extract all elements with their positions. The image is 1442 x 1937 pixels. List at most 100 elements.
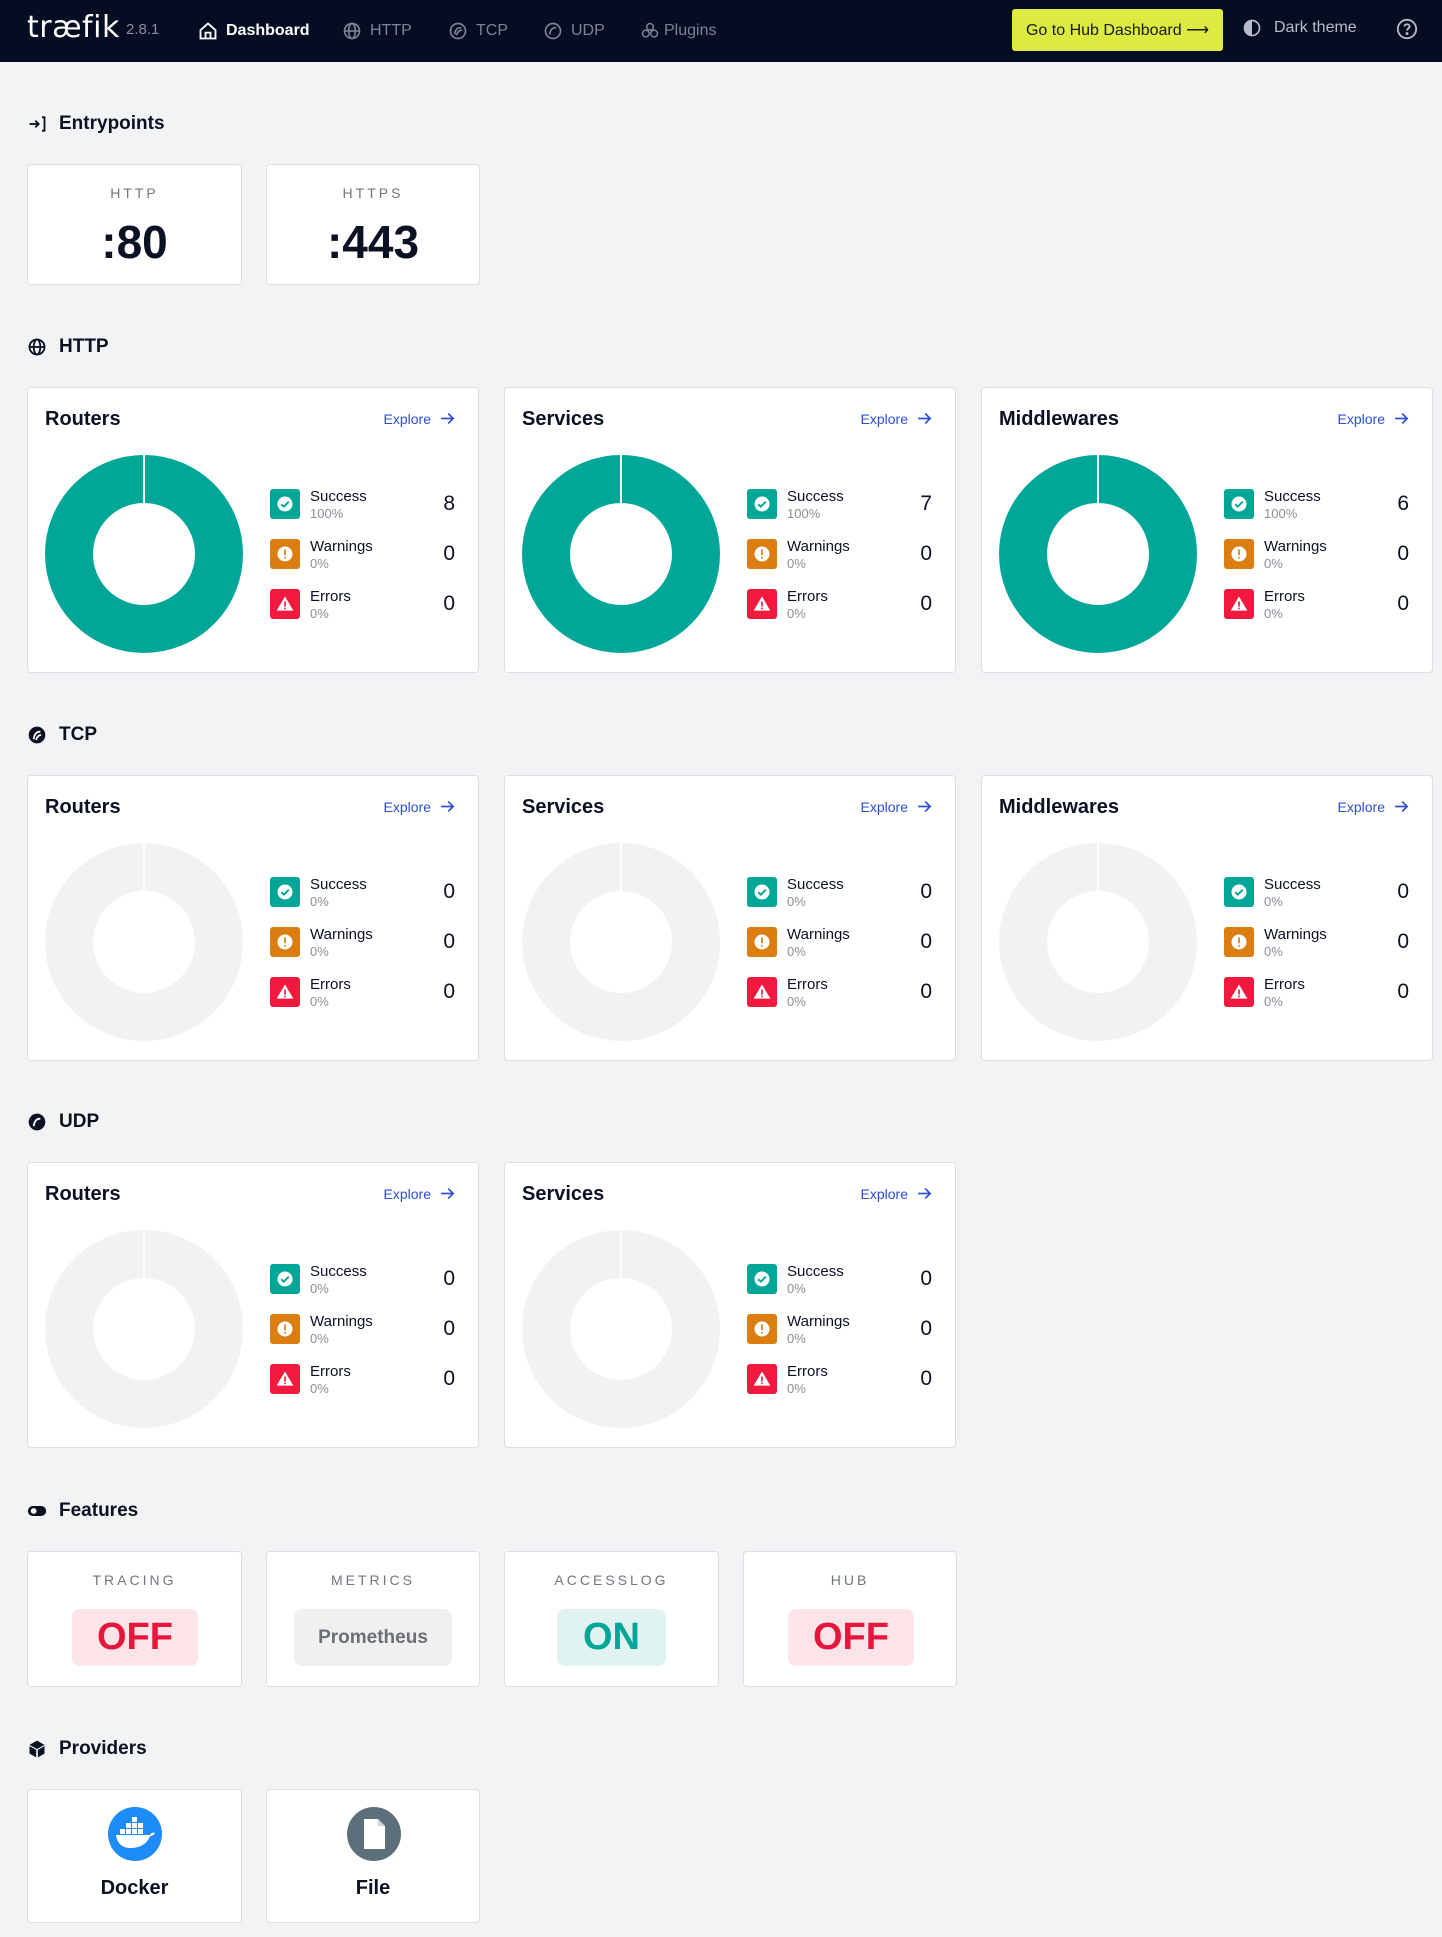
legend-percent: 0% (310, 556, 329, 571)
legend-count: 0 (443, 542, 455, 565)
legend-percent: 0% (1264, 606, 1283, 621)
legend-errors-badge (747, 1364, 777, 1394)
arrow-right-icon (441, 412, 455, 425)
explore-link[interactable]: Explore (1338, 410, 1410, 427)
legend-errors-badge (747, 977, 777, 1007)
provider-card-docker[interactable]: Docker (27, 1789, 242, 1923)
explore-link[interactable]: Explore (384, 410, 456, 427)
legend-percent: 0% (787, 994, 806, 1009)
entrypoint-card-https: HTTPS :443 (266, 164, 480, 285)
nav-udp[interactable]: UDP (543, 18, 605, 44)
warning-triangle-icon (753, 596, 771, 611)
nav-plugins[interactable]: Plugins (640, 18, 716, 44)
legend-count: 0 (920, 1317, 932, 1340)
entrypoint-name: HTTPS (342, 185, 404, 201)
legend-percent: 0% (1264, 556, 1283, 571)
status-donut-chart (45, 1230, 243, 1428)
section-udp: UDP (27, 1111, 99, 1133)
explore-link[interactable]: Explore (384, 798, 456, 815)
nav-tcp[interactable]: TCP (448, 18, 508, 44)
legend-percent: 0% (787, 944, 806, 959)
legend-percent: 100% (1264, 506, 1298, 521)
traefik-logo[interactable]: træfik (27, 10, 120, 45)
http-services-card: Services Explore Success 100% 7 Warnings 0% 0 Er… (504, 387, 956, 673)
feature-card-tracing: TRACING OFF (27, 1551, 242, 1687)
entrypoint-card-http: HTTP :80 (27, 164, 242, 285)
go-to-hub-button[interactable]: Go to Hub Dashboard ⟶ (1012, 9, 1223, 51)
tcp-routers-card: Routers Explore Success 0% 0 Warnings 0% 0 Error… (27, 775, 479, 1061)
explore-link[interactable]: Explore (384, 1185, 456, 1202)
legend-percent: 0% (1264, 894, 1283, 909)
feature-name: TRACING (92, 1572, 177, 1588)
card-title: Middlewares (999, 408, 1120, 430)
legend-warnings-badge (270, 1314, 300, 1344)
explore-link[interactable]: Explore (861, 798, 933, 815)
legend-row-errors: Errors 0% 0 (747, 586, 932, 622)
legend-count: 0 (443, 1317, 455, 1340)
exclamation-circle-icon (754, 546, 770, 562)
explore-link[interactable]: Explore (1338, 798, 1410, 815)
docker-icon (108, 1807, 162, 1861)
http-middlewares-card: Middlewares Explore Success 100% 6 Warnings 0%… (981, 387, 1433, 673)
legend-row-warnings: Warnings 0% 0 (747, 924, 932, 960)
provider-name: Docker (100, 1877, 169, 1899)
legend-percent: 0% (310, 606, 329, 621)
explore-link[interactable]: Explore (861, 410, 933, 427)
tcp-services-card: Services Explore Success 0% 0 Warnings 0% 0 Erro… (504, 775, 956, 1061)
legend-success-badge (270, 489, 300, 519)
dark-theme-toggle[interactable]: Dark theme (1242, 18, 1357, 38)
legend-label: Success (787, 488, 844, 505)
status-donut-chart (522, 843, 720, 1041)
legend-count: 0 (1397, 930, 1409, 953)
legend-percent: 0% (310, 1281, 329, 1296)
warning-triangle-icon (276, 596, 294, 611)
arrow-right-icon (1395, 800, 1409, 813)
arrow-right-icon (1395, 412, 1409, 425)
check-circle-icon (277, 884, 293, 900)
help-icon[interactable] (1396, 18, 1418, 40)
check-circle-icon (754, 884, 770, 900)
legend-row-warnings: Warnings 0% 0 (270, 536, 455, 572)
exclamation-circle-icon (754, 1321, 770, 1337)
legend-count: 0 (1397, 980, 1409, 1003)
globe-icon (28, 338, 46, 356)
check-circle-icon (754, 496, 770, 512)
legend-row-warnings: Warnings 0% 0 (270, 1311, 455, 1347)
check-circle-icon (277, 496, 293, 512)
legend-percent: 0% (787, 1381, 806, 1396)
legend-label: Success (787, 1263, 844, 1280)
legend-label: Errors (787, 976, 828, 993)
nav-dashboard[interactable]: Dashboard (198, 18, 310, 44)
exclamation-circle-icon (1231, 934, 1247, 950)
legend-count: 0 (920, 592, 932, 615)
arrow-right-icon (441, 1187, 455, 1200)
card-title: Services (522, 796, 605, 818)
legend-label: Errors (787, 588, 828, 605)
legend-row-success: Success 0% 0 (747, 874, 932, 910)
nav-http[interactable]: HTTP (342, 18, 412, 44)
warning-triangle-icon (1230, 984, 1248, 999)
provider-card-file[interactable]: File (266, 1789, 480, 1923)
legend-row-warnings: Warnings 0% 0 (270, 924, 455, 960)
legend-warnings-badge (270, 539, 300, 569)
warning-triangle-icon (276, 1371, 294, 1386)
legend-percent: 0% (787, 1281, 806, 1296)
legend-count: 0 (920, 880, 932, 903)
check-circle-icon (754, 1271, 770, 1287)
legend-success-badge (1224, 877, 1254, 907)
feature-status-badge: ON (557, 1609, 666, 1666)
legend-row-success: Success 0% 0 (270, 1261, 455, 1297)
legend-count: 0 (1397, 880, 1409, 903)
explore-label: Explore (383, 798, 431, 815)
legend-label: Success (310, 488, 367, 505)
explore-link[interactable]: Explore (861, 1185, 933, 1202)
warning-triangle-icon (753, 1371, 771, 1386)
legend-label: Warnings (787, 538, 850, 555)
feature-name: HUB (830, 1572, 870, 1588)
legend-percent: 0% (787, 556, 806, 571)
feature-card-hub: HUB OFF (743, 1551, 957, 1687)
legend-count: 0 (920, 930, 932, 953)
home-icon (199, 22, 217, 40)
legend-row-success: Success 100% 8 (270, 486, 455, 522)
file-icon (347, 1807, 401, 1861)
